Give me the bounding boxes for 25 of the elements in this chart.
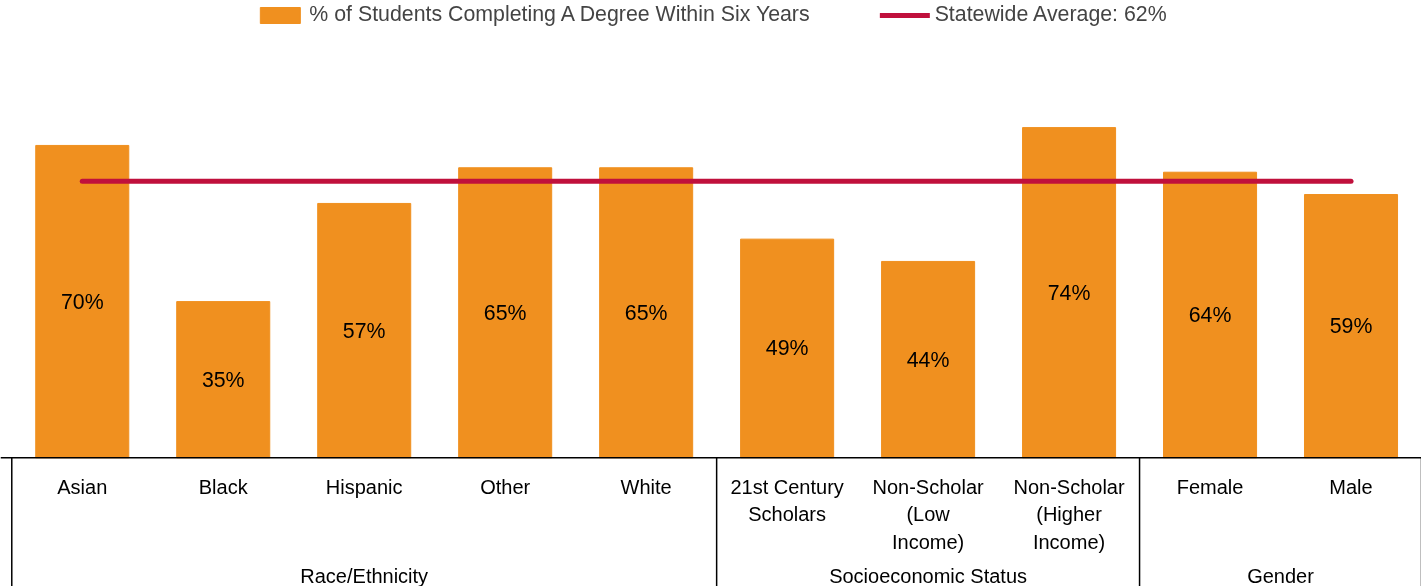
x-tick-label: Hispanic	[325, 475, 403, 498]
x-tick-label: Other	[480, 475, 531, 498]
data-label: 64%	[1188, 302, 1232, 327]
data-label: 44%	[906, 347, 950, 372]
data-label: 74%	[1047, 280, 1091, 305]
x-tick-label: Black	[198, 475, 249, 498]
data-label: 65%	[624, 300, 668, 325]
data-label: 35%	[201, 367, 245, 392]
data-label: 59%	[1329, 314, 1373, 339]
x-tick-label: Asian	[57, 475, 108, 498]
text: Socioeconomic Status	[829, 564, 1028, 586]
x-tick-label: White	[620, 475, 672, 498]
x-tick-label: 21st Century Scholars	[730, 475, 844, 526]
x-tick-label: Non-Scholar (Low Income)	[872, 475, 985, 553]
x-tick-label: Male	[1329, 475, 1373, 498]
text: Race/Ethnicity	[300, 564, 429, 586]
x-tick-label: Female	[1176, 475, 1244, 498]
text: Gender	[1247, 564, 1315, 586]
legend-label: Statewide Average: 62%	[934, 2, 1167, 27]
data-label: 65%	[483, 300, 527, 325]
data-label: 70%	[60, 289, 104, 314]
data-label: 49%	[765, 336, 809, 361]
x-tick-label: Non-Scholar (Higher Income)	[1013, 475, 1125, 553]
data-label: 57%	[342, 318, 386, 343]
legend-label: % of Students Completing A Degree Within Six Years	[309, 2, 810, 27]
